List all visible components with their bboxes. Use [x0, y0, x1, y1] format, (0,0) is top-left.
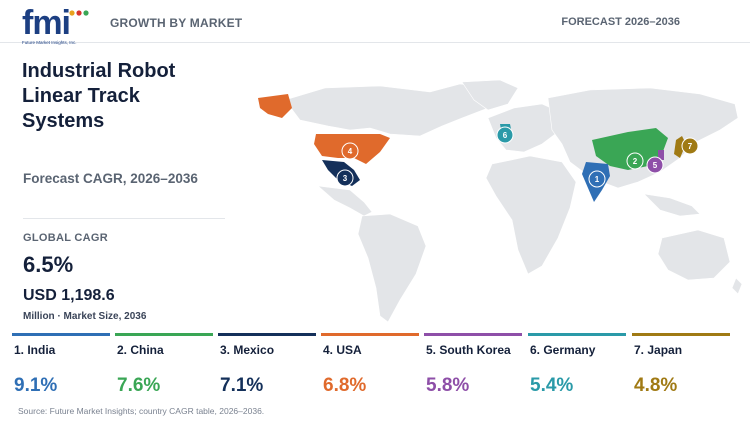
country-card-japan[interactable]: 7. Japan 4.8% [632, 333, 732, 403]
country-color-bar [115, 333, 213, 336]
map-land [284, 79, 743, 323]
global-cagr-value: 6.5% [23, 252, 74, 277]
region-south-korea[interactable] [658, 150, 664, 160]
country-color-bar [528, 333, 626, 336]
marker-usa[interactable]: 4 [341, 142, 359, 160]
marker-china-label: 2 [633, 157, 638, 166]
country-color-bar [218, 333, 316, 336]
marker-mexico-label: 3 [343, 174, 348, 183]
country-card-south-korea[interactable]: 5. South Korea 5.8% [424, 333, 524, 403]
country-color-bar [424, 333, 522, 336]
country-name: 4. USA [323, 343, 362, 357]
country-color-bar [12, 333, 110, 336]
country-cagr: 4.8% [634, 375, 678, 396]
divider [23, 218, 225, 219]
logo-dots-icon [69, 10, 89, 16]
market-size-value: USD 1,198.6 [23, 287, 115, 304]
marker-south-korea-label: 5 [653, 161, 658, 170]
marker-south-korea[interactable]: 5 [646, 156, 664, 174]
marker-japan-label: 7 [688, 142, 693, 151]
marker-usa-label: 4 [348, 147, 353, 156]
country-name: 5. South Korea [426, 343, 511, 357]
country-list: 1. India 9.1% 2. China 7.6% 3. Mexico 7.… [12, 333, 734, 403]
country-name: 2. China [117, 343, 164, 357]
logo-wordmark: fmi [22, 4, 71, 42]
country-cagr: 5.4% [530, 375, 574, 396]
country-card-usa[interactable]: 4. USA 6.8% [321, 333, 421, 403]
country-color-bar [632, 333, 730, 336]
marker-germany-label: 6 [503, 131, 508, 140]
country-cagr: 7.1% [220, 375, 264, 396]
country-name: 1. India [14, 343, 56, 357]
market-size-note: Million · Market Size, 2036 [23, 311, 147, 322]
country-card-india[interactable]: 1. India 9.1% [12, 333, 112, 403]
region-alaska[interactable] [258, 94, 292, 118]
global-cagr-label: GLOBAL CAGR [23, 232, 108, 244]
country-name: 7. Japan [634, 343, 683, 357]
fmi-logo[interactable]: fmi Future Market Insights, Inc. [22, 6, 92, 46]
country-color-bar [321, 333, 419, 336]
header-forecast: FORECAST 2026–2036 [561, 16, 680, 28]
marker-india-label: 1 [595, 175, 600, 184]
report-title: Industrial Robot Linear Track Systems [22, 60, 176, 132]
country-name: 6. Germany [530, 343, 596, 357]
marker-india[interactable]: 1 [588, 170, 606, 188]
marker-mexico[interactable]: 3 [336, 169, 354, 187]
country-card-mexico[interactable]: 3. Mexico 7.1% [218, 333, 318, 403]
header: fmi Future Market Insights, Inc. GROWTH … [0, 0, 750, 46]
country-card-china[interactable]: 2. China 7.6% [115, 333, 215, 403]
country-card-germany[interactable]: 6. Germany 5.4% [528, 333, 628, 403]
country-cagr: 9.1% [14, 375, 58, 396]
marker-china[interactable]: 2 [626, 152, 644, 170]
marker-japan[interactable]: 7 [681, 137, 699, 155]
country-cagr: 6.8% [323, 375, 367, 396]
logo-subtext: Future Market Insights, Inc. [22, 40, 77, 45]
country-cagr: 5.8% [426, 375, 470, 396]
header-title: GROWTH BY MARKET [110, 16, 243, 30]
country-cagr: 7.6% [117, 375, 161, 396]
marker-germany[interactable]: 6 [496, 126, 514, 144]
world-map: 1 2 3 4 5 6 7 [258, 79, 743, 323]
source-note: Source: Future Market Insights; country … [18, 406, 265, 416]
report-subtitle: Forecast CAGR, 2026–2036 [23, 171, 198, 186]
country-name: 3. Mexico [220, 343, 275, 357]
